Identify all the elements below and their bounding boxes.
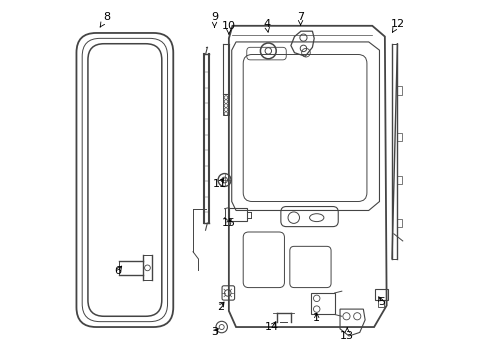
Text: 10: 10 [222, 21, 236, 34]
Text: 5: 5 [378, 297, 385, 307]
Text: 7: 7 [297, 12, 304, 25]
Text: 9: 9 [211, 12, 218, 27]
Text: 15: 15 [222, 218, 236, 228]
Text: 8: 8 [100, 12, 111, 27]
Bar [397, 176, 402, 184]
Bar [223, 94, 228, 116]
Bar [229, 208, 247, 221]
Text: 13: 13 [340, 328, 354, 341]
Text: 6: 6 [114, 266, 122, 276]
Text: 2: 2 [217, 302, 224, 312]
Bar [397, 133, 402, 141]
Text: 4: 4 [263, 19, 270, 32]
Text: 3: 3 [211, 327, 218, 337]
Bar [397, 86, 402, 95]
Text: 12: 12 [391, 19, 404, 32]
Text: 14: 14 [265, 322, 279, 332]
Bar [311, 293, 335, 315]
Text: 11: 11 [213, 178, 227, 189]
Bar [378, 300, 385, 307]
Text: 1: 1 [313, 313, 320, 323]
Bar [397, 219, 402, 227]
Bar [375, 289, 389, 300]
